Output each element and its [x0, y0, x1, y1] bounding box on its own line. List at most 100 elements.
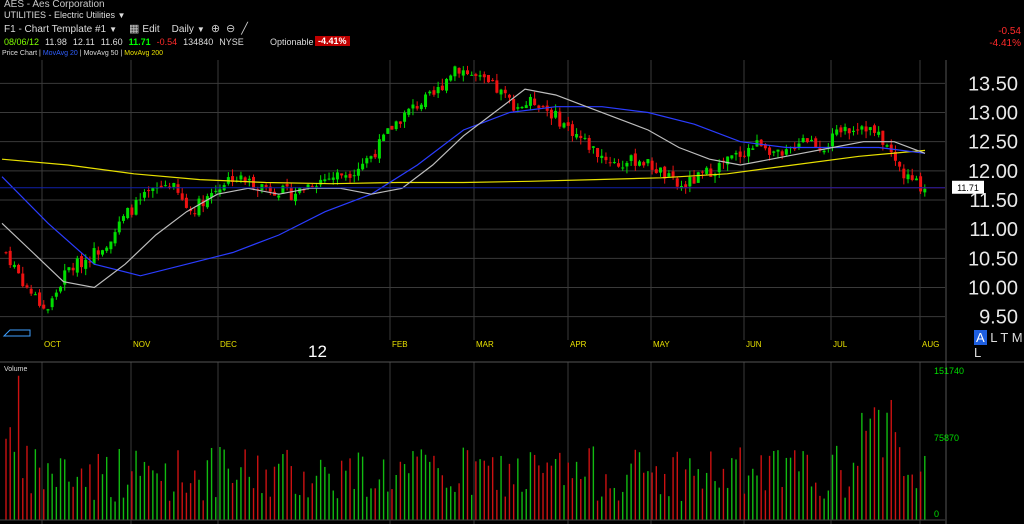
- zoom-in-icon[interactable]: ⊕: [210, 23, 221, 35]
- zoom-out-icon[interactable]: ⊖: [226, 23, 236, 35]
- candle-body: [478, 75, 482, 77]
- candle-body: [587, 137, 591, 150]
- candle-body: [579, 135, 583, 139]
- candle-body: [189, 209, 193, 212]
- candle-body: [176, 184, 180, 193]
- candle-body: [537, 105, 541, 109]
- candle-body: [449, 75, 453, 81]
- candle-body: [629, 155, 633, 161]
- candle-body: [797, 143, 801, 148]
- candle-body: [642, 162, 646, 166]
- legend-sep: |: [39, 50, 41, 57]
- candle-body: [96, 250, 100, 255]
- candle-body: [654, 169, 658, 174]
- legend-sep: |: [79, 50, 82, 57]
- candle-body: [289, 187, 293, 201]
- candle-body: [168, 186, 172, 188]
- candle-body: [314, 186, 318, 188]
- candle-body: [180, 193, 184, 200]
- grid-icon: ▦: [129, 23, 140, 35]
- candle-body: [63, 270, 67, 285]
- candle-body: [100, 250, 104, 255]
- candle-body: [847, 128, 851, 134]
- candle-body: [382, 134, 386, 142]
- candle-body: [751, 148, 755, 150]
- candle-body: [881, 130, 885, 145]
- chevron-down-icon: ▼: [196, 25, 205, 34]
- candle-body: [193, 213, 197, 215]
- candle-body: [591, 146, 595, 148]
- candle-body: [327, 178, 331, 180]
- candle-body: [59, 286, 63, 292]
- candle-body: [415, 106, 419, 109]
- candle-body: [113, 232, 117, 244]
- chevron-down-icon: ▼: [109, 25, 118, 34]
- chart-toolbar: F1 - Chart Template #1 ▼ ▦ Edit Daily ▼ …: [4, 23, 248, 36]
- candle-body: [868, 127, 872, 131]
- ma20-line: [1, 88, 926, 289]
- candle-body: [638, 161, 642, 166]
- candle-body: [373, 153, 377, 158]
- right-change: -0.54: [998, 26, 1021, 37]
- candle-body: [29, 288, 33, 294]
- candle-body: [323, 179, 327, 182]
- candle-body: [54, 292, 58, 297]
- candle-body: [121, 216, 125, 221]
- candle-body: [293, 193, 297, 202]
- candle-body: [524, 105, 528, 109]
- chart-template-select[interactable]: F1 - Chart Template #1 ▼: [4, 24, 118, 35]
- candle-body: [457, 67, 461, 74]
- candle-body: [679, 185, 683, 189]
- candle-body: [805, 138, 809, 143]
- candle-body: [445, 78, 449, 91]
- candle-body: [130, 207, 134, 215]
- candle-body: [507, 94, 511, 98]
- month-label: JUN: [746, 340, 762, 349]
- quote-last: 11.71: [128, 37, 151, 47]
- candle-body: [650, 160, 654, 170]
- candle-body: [889, 144, 893, 153]
- candle-body: [554, 110, 558, 118]
- candle-body: [21, 273, 25, 287]
- candle-body: [596, 148, 600, 157]
- draw-line-icon[interactable]: ╱: [241, 23, 248, 35]
- candle-body: [860, 126, 864, 130]
- candle-body: [386, 128, 390, 134]
- candle-body: [575, 134, 579, 138]
- month-label: MAY: [653, 340, 670, 349]
- month-label: NOV: [133, 340, 151, 349]
- quote-line: 08/06/12 11.98 12.11 11.60 11.71 -0.54 1…: [4, 37, 244, 47]
- candle-body: [138, 199, 142, 201]
- period-select[interactable]: Daily ▼: [171, 24, 205, 35]
- ma50-line: [1, 106, 926, 277]
- candle-body: [906, 174, 910, 180]
- candle-body: [742, 155, 746, 157]
- candle-body: [503, 89, 507, 94]
- quote-date: 08/06/12: [4, 37, 40, 47]
- candle-body: [365, 158, 369, 164]
- candle-body: [600, 155, 604, 158]
- candle-body: [348, 173, 352, 178]
- candle-body: [285, 184, 289, 187]
- candle-body: [910, 175, 914, 180]
- candle-body: [675, 178, 679, 187]
- price-tick-label: 9.50: [979, 307, 1018, 329]
- ticker-box-rest: L T M L: [974, 330, 1023, 360]
- candle-body: [134, 199, 138, 215]
- price-tick-label: 11.00: [969, 219, 1018, 241]
- candle-body: [411, 104, 415, 109]
- candle-body: [919, 176, 923, 192]
- candle-body: [38, 292, 42, 306]
- candle-body: [71, 267, 75, 271]
- candle-body: [126, 207, 130, 219]
- candle-body: [734, 152, 738, 155]
- candle-body: [42, 304, 46, 309]
- candle-body: [243, 177, 247, 183]
- candle-body: [390, 125, 394, 130]
- ticker-box[interactable]: A L T M L: [974, 330, 1024, 360]
- sector-line[interactable]: UTILITIES - Electric Utilities ▼: [4, 10, 125, 20]
- candle-body: [432, 90, 436, 95]
- candle-body: [658, 167, 662, 173]
- edit-button[interactable]: ▦ Edit: [129, 23, 160, 36]
